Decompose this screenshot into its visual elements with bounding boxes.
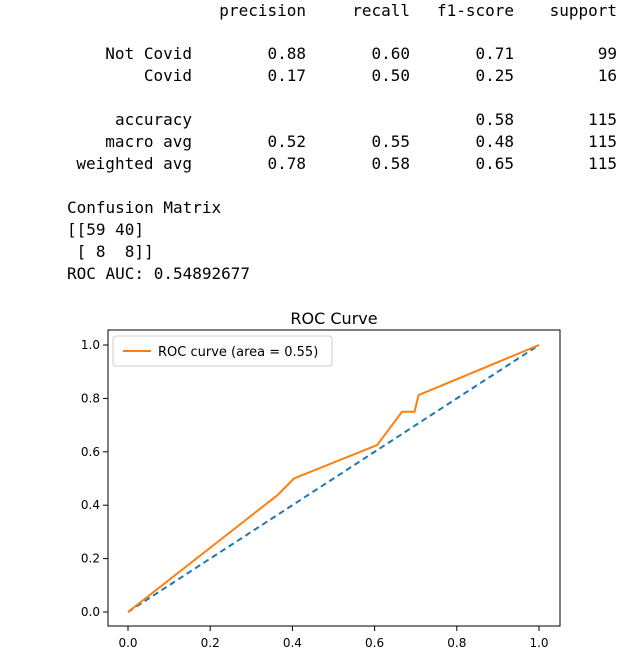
confusion-matrix-line-2: [ 8 8]] — [67, 242, 154, 261]
legend: ROC curve (area = 0.55) — [112, 335, 333, 367]
row-f1: 0.71 — [475, 44, 514, 63]
y-tick-label: 0.2 — [81, 552, 100, 566]
y-tick-label: 0.4 — [81, 498, 100, 512]
row-support: 115 — [588, 154, 617, 173]
axis-ticks: 0.0 0.2 0.4 0.6 0.8 1.0 0.0 0.2 0.4 0.6 0.8 1.0 — [81, 338, 549, 650]
row-label: macro avg — [105, 132, 192, 151]
row-f1: 0.58 — [475, 110, 514, 129]
row-label: weighted avg — [76, 154, 192, 173]
row-support: 115 — [588, 110, 617, 129]
roc-curve-line — [127, 344, 540, 613]
x-tick-label: 0.6 — [365, 636, 384, 650]
y-tick-label: 0.8 — [81, 391, 100, 405]
header-f1-score: f1-score — [436, 1, 514, 20]
chart-title: ROC Curve — [290, 309, 377, 328]
row-precision: 0.17 — [267, 66, 306, 85]
row-f1: 0.25 — [475, 66, 514, 85]
row-label: Not Covid — [105, 44, 192, 63]
confusion-matrix-line-1: [[59 40] — [67, 220, 145, 239]
x-tick-label: 0.8 — [447, 636, 466, 650]
row-support: 16 — [597, 66, 617, 85]
legend-label: ROC curve (area = 0.55) — [158, 345, 318, 360]
row-recall: 0.55 — [371, 132, 410, 151]
x-tick-label: 0.2 — [201, 636, 220, 650]
x-tick-label: 0.0 — [118, 636, 137, 650]
row-precision: 0.88 — [267, 44, 306, 63]
plot-layer — [127, 344, 540, 613]
roc-chart: ROC Curve 0.0 0.2 0.4 0.6 0.8 1.0 0.0 0.2 0.4 0.6… — [81, 309, 561, 650]
row-precision: 0.52 — [267, 132, 306, 151]
row-recall: 0.50 — [371, 66, 410, 85]
y-tick-label: 1.0 — [81, 338, 100, 352]
y-tick-label: 0.6 — [81, 445, 100, 459]
x-tick-label: 1.0 — [529, 636, 548, 650]
row-support: 115 — [588, 132, 617, 151]
row-label: Covid — [143, 66, 192, 85]
row-f1: 0.48 — [475, 132, 514, 151]
row-recall: 0.60 — [371, 44, 410, 63]
confusion-matrix-title: Confusion Matrix — [67, 198, 222, 217]
x-tick-label: 0.4 — [283, 636, 302, 650]
header-recall: recall — [352, 1, 410, 20]
y-tick-label: 0.0 — [81, 605, 100, 619]
row-label: accuracy — [114, 110, 192, 129]
header-support: support — [549, 1, 617, 20]
header-precision: precision — [219, 1, 306, 20]
chance-diagonal-line — [127, 344, 540, 613]
legend-box — [112, 335, 333, 367]
row-f1: 0.65 — [475, 154, 514, 173]
row-precision: 0.78 — [267, 154, 306, 173]
row-support: 99 — [597, 44, 617, 63]
roc-auc-text: ROC AUC: 0.54892677 — [67, 264, 251, 283]
row-recall: 0.58 — [371, 154, 410, 173]
